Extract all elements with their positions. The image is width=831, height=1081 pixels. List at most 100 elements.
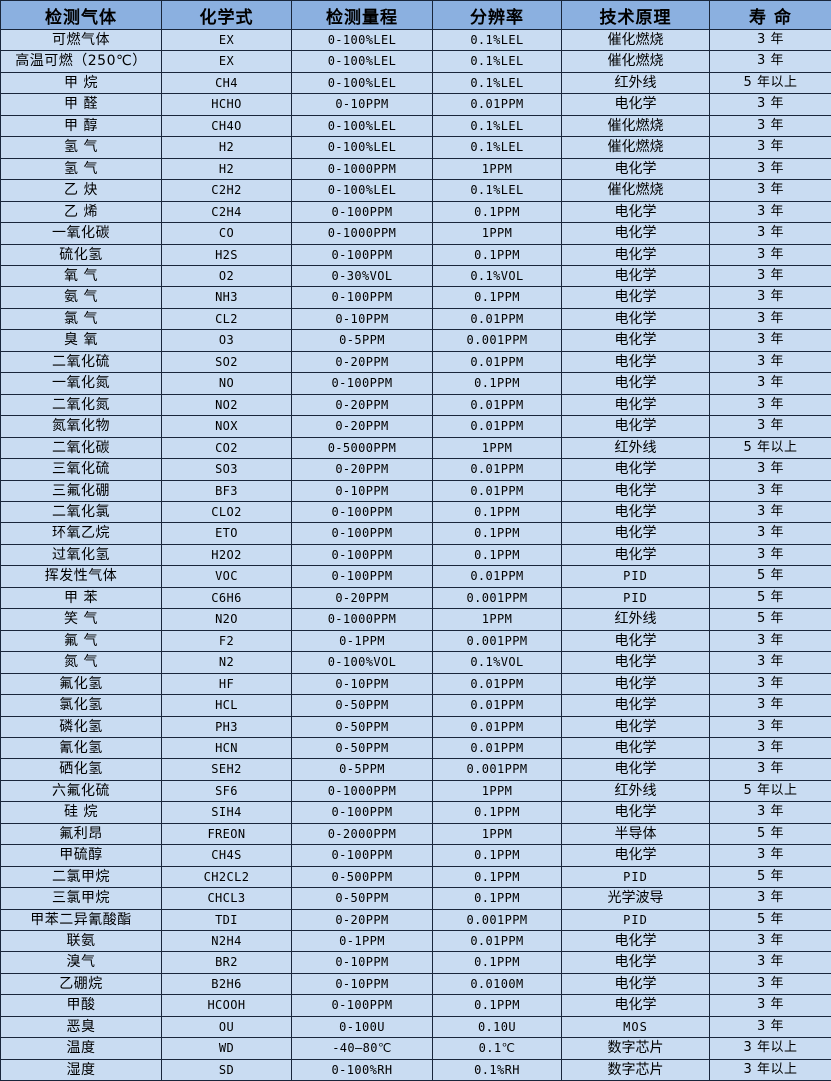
cell-range: 0-100PPM — [292, 566, 433, 587]
cell-life: 3 年 — [710, 673, 831, 694]
cell-life: 5 年 — [710, 587, 831, 608]
cell-formula: H2S — [162, 244, 292, 265]
cell-range: 0-100PPM — [292, 995, 433, 1016]
cell-resolution: 0.1PPM — [433, 845, 562, 866]
cell-resolution: 0.1PPM — [433, 952, 562, 973]
cell-resolution: 0.001PPM — [433, 330, 562, 351]
cell-principle: 电化学 — [562, 158, 710, 179]
cell-life: 3 年 — [710, 652, 831, 673]
cell-formula: OU — [162, 1016, 292, 1037]
cell-gas: 乙 炔 — [1, 180, 162, 201]
cell-formula: CO2 — [162, 437, 292, 458]
cell-formula: TDI — [162, 909, 292, 930]
cell-gas: 三氯甲烷 — [1, 888, 162, 909]
cell-life: 3 年 — [710, 630, 831, 651]
cell-principle: 电化学 — [562, 416, 710, 437]
cell-gas: 二氧化氮 — [1, 394, 162, 415]
cell-life: 3 年 — [710, 223, 831, 244]
cell-gas: 挥发性气体 — [1, 566, 162, 587]
cell-resolution: 0.01PPM — [433, 351, 562, 372]
cell-principle: PID — [562, 909, 710, 930]
cell-resolution: 0.01PPM — [433, 416, 562, 437]
cell-resolution: 1PPM — [433, 609, 562, 630]
cell-gas: 甲 苯 — [1, 587, 162, 608]
cell-range: 0-1PPM — [292, 630, 433, 651]
cell-range: 0-1000PPM — [292, 223, 433, 244]
cell-formula: SF6 — [162, 780, 292, 801]
cell-formula: CH4 — [162, 72, 292, 93]
cell-principle: PID — [562, 587, 710, 608]
cell-principle: 数字芯片 — [562, 1059, 710, 1080]
column-header-formula: 化学式 — [162, 1, 292, 30]
cell-formula: CLO2 — [162, 501, 292, 522]
cell-gas: 磷化氢 — [1, 716, 162, 737]
cell-formula: FREON — [162, 823, 292, 844]
cell-life: 3 年 — [710, 265, 831, 286]
cell-gas: 氟利昂 — [1, 823, 162, 844]
cell-life: 3 年 — [710, 737, 831, 758]
cell-range: 0-5PPM — [292, 759, 433, 780]
cell-gas: 三氟化硼 — [1, 480, 162, 501]
cell-life: 3 年 — [710, 716, 831, 737]
cell-gas: 甲苯二异氰酸酯 — [1, 909, 162, 930]
cell-gas: 可燃气体 — [1, 30, 162, 51]
cell-range: 0-10PPM — [292, 673, 433, 694]
cell-formula: EX — [162, 30, 292, 51]
cell-gas: 环氧乙烷 — [1, 523, 162, 544]
cell-range: 0-10PPM — [292, 952, 433, 973]
cell-principle: 电化学 — [562, 394, 710, 415]
cell-gas: 笑 气 — [1, 609, 162, 630]
cell-life: 3 年 — [710, 523, 831, 544]
cell-resolution: 0.1%LEL — [433, 30, 562, 51]
cell-life: 3 年 — [710, 459, 831, 480]
cell-formula: C2H4 — [162, 201, 292, 222]
cell-principle: 电化学 — [562, 802, 710, 823]
cell-range: 0-50PPM — [292, 888, 433, 909]
cell-gas: 硒化氢 — [1, 759, 162, 780]
cell-resolution: 0.1PPM — [433, 995, 562, 1016]
cell-resolution: 0.01PPM — [433, 459, 562, 480]
cell-formula: N2H4 — [162, 931, 292, 952]
cell-life: 3 年 — [710, 480, 831, 501]
cell-principle: 电化学 — [562, 973, 710, 994]
cell-life: 3 年 — [710, 30, 831, 51]
cell-gas: 氢 气 — [1, 137, 162, 158]
cell-life: 3 年以上 — [710, 1038, 831, 1059]
cell-principle: 催化燃烧 — [562, 115, 710, 136]
cell-gas: 二氧化硫 — [1, 351, 162, 372]
cell-formula: SIH4 — [162, 802, 292, 823]
cell-life: 3 年 — [710, 695, 831, 716]
cell-gas: 溴气 — [1, 952, 162, 973]
cell-range: 0-10PPM — [292, 973, 433, 994]
cell-principle: 催化燃烧 — [562, 30, 710, 51]
cell-resolution: 0.1PPM — [433, 802, 562, 823]
cell-range: 0-20PPM — [292, 909, 433, 930]
cell-formula: PH3 — [162, 716, 292, 737]
cell-resolution: 1PPM — [433, 223, 562, 244]
cell-resolution: 0.1PPM — [433, 866, 562, 887]
cell-resolution: 0.001PPM — [433, 909, 562, 930]
cell-range: 0-100PPM — [292, 287, 433, 308]
cell-gas: 湿度 — [1, 1059, 162, 1080]
cell-resolution: 1PPM — [433, 823, 562, 844]
cell-resolution: 0.1PPM — [433, 501, 562, 522]
cell-range: 0-100PPM — [292, 501, 433, 522]
cell-formula: B2H6 — [162, 973, 292, 994]
cell-formula: HCHO — [162, 94, 292, 115]
